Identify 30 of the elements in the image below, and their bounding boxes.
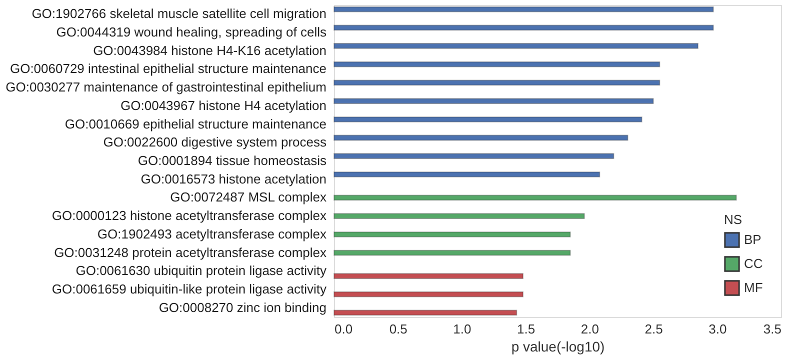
y-tick-label: GO:0022600 digestive system process (103, 134, 327, 150)
y-tick-label: GO:0043984 histone H4-K16 acetylation (93, 42, 326, 58)
y-tick-label: GO:0030277 maintenance of gastrointestinal epithelium (6, 80, 326, 95)
legend-label: MF (744, 280, 763, 295)
y-tick-label: GO:0010669 epithelial structure maintenance (64, 116, 326, 132)
y-tick-label: GO:0001894 tissue homeostasis (138, 153, 327, 168)
y-tick-label: GO:0000123 histone acetyltransferase complex (52, 208, 327, 224)
y-tick-label: GO:1902493 acetyltransferase complex (97, 226, 327, 242)
y-tick-label: GO:0016573 histone acetylation (140, 171, 326, 186)
x-tick-label: 3.5 (763, 322, 782, 336)
legend-title: NS (724, 212, 742, 227)
x-tick-label: 3.0 (708, 322, 727, 336)
y-tick-label: GO:0061630 ubiquitin protein ligase activity (76, 263, 327, 278)
y-tick-label: GO:0061659 ubiquitin-like protein ligase activity (52, 281, 327, 296)
x-tick-label: 0.5 (389, 322, 408, 336)
x-tick-label: 0.0 (334, 322, 353, 336)
legend-label: CC (744, 256, 763, 271)
x-tick-label: 2.5 (644, 322, 663, 336)
x-tick-label: 1.5 (517, 322, 536, 336)
y-tick-label: GO:0072487 MSL complex (170, 190, 327, 205)
y-tick-label: GO:1902766 skeletal muscle satellite cell migration (32, 6, 326, 22)
x-tick-label: 1.0 (453, 322, 472, 336)
x-axis-title: p value(-log10) (511, 338, 605, 354)
y-tick-label: GO:0044319 wound healing, spreading of cells (56, 24, 327, 40)
y-tick-label: GO:0060729 intestinal epithelial structure maintenance (10, 61, 326, 76)
y-tick-label: GO:0031248 protein acetyltransferase complex (54, 244, 327, 260)
y-tick-label: GO:0008270 zinc ion binding (158, 300, 326, 315)
legend-label: BP (744, 232, 762, 247)
y-tick-label: GO:0043967 histone H4 acetylation (120, 98, 326, 113)
x-tick-label: 2.0 (580, 322, 599, 336)
